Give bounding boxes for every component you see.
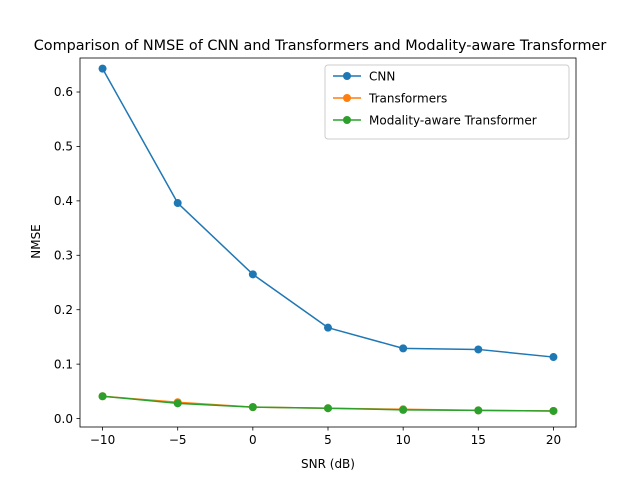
- axes: −10 −5 0 5 10 15 20 0.0 0.1 0.2 0.3 0.4 0.5 0.6: [54, 57, 577, 447]
- series-point-0-2: [248, 270, 257, 279]
- series-point-2-5: [474, 406, 483, 415]
- legend-label-2: Modality-aware Transformer: [369, 113, 537, 127]
- legend-label-0: CNN: [369, 69, 395, 83]
- y-tick-label: 0.4: [54, 194, 73, 208]
- x-tick-label: 20: [546, 433, 561, 447]
- x-tick-label: 15: [471, 433, 486, 447]
- series-point-0-6: [549, 353, 558, 362]
- series-point-2-6: [549, 406, 558, 415]
- series-point-0-4: [399, 344, 408, 353]
- y-tick-label: 0.6: [54, 85, 73, 99]
- series-point-0-0: [98, 64, 107, 73]
- legend-marker-0: [343, 72, 351, 80]
- legend-box: [324, 64, 570, 140]
- x-tick-label: −5: [169, 433, 187, 447]
- series-point-2-4: [399, 405, 408, 414]
- x-tick-label: 0: [249, 433, 257, 447]
- series-point-2-0: [98, 392, 107, 401]
- chart-title: Comparison of NMSE of CNN and Transforme…: [34, 38, 607, 54]
- series-point-0-5: [474, 345, 483, 354]
- legend: CNN Transformers Modality-aware Transforme…: [324, 64, 570, 140]
- y-tick-label: 0.2: [54, 303, 73, 317]
- x-axis-label: SNR (dB): [301, 457, 355, 471]
- x-tick-label: 10: [396, 433, 411, 447]
- legend-label-1: Transformers: [368, 91, 447, 105]
- y-tick-label: 0.0: [54, 412, 73, 426]
- x-tick-label: 5: [324, 433, 332, 447]
- plot-area: [98, 64, 558, 415]
- series-point-0-3: [324, 323, 332, 332]
- series-point-2-3: [324, 404, 332, 413]
- y-tick-label: 0.3: [54, 248, 73, 262]
- y-tick-label: 0.1: [54, 357, 73, 371]
- legend-marker-1: [343, 94, 351, 102]
- legend-marker-2: [343, 116, 351, 124]
- y-tick-label: 0.5: [54, 140, 73, 154]
- x-tick-label: −10: [90, 433, 115, 447]
- y-axis-label: NMSE: [29, 224, 43, 259]
- series-point-2-1: [173, 399, 182, 408]
- series-point-0-1: [173, 199, 182, 208]
- series-point-2-2: [248, 403, 257, 412]
